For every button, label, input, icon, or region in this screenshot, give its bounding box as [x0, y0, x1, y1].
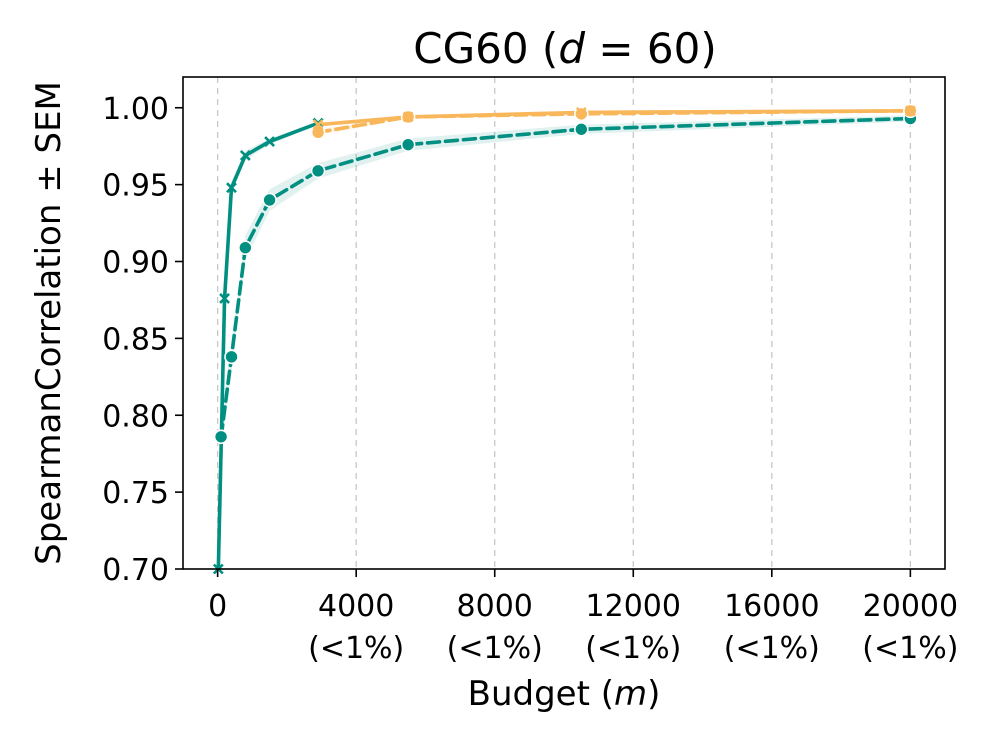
- y-tick-label: 0.85: [102, 322, 169, 357]
- series-3-point: [402, 111, 414, 123]
- series-line-2: [316, 109, 913, 135]
- x-tick-label: 12000: [586, 589, 681, 624]
- series-3-point: [575, 106, 587, 118]
- y-tick-label: 0.90: [102, 246, 169, 281]
- y-tick-label: 1.00: [102, 92, 169, 127]
- x-tick-label: 4000: [318, 589, 394, 624]
- series-0-point: [262, 192, 277, 208]
- plot-frame: [182, 76, 946, 570]
- x-tick-sublabel: (<1%): [724, 631, 820, 666]
- y-axis-label: SpearmanCorrelation ± SEM: [29, 81, 69, 565]
- x-tick-label: 20000: [863, 589, 958, 624]
- x-tick-label: 0: [208, 589, 227, 624]
- series-0-point: [224, 349, 239, 365]
- series-0-point: [238, 240, 253, 255]
- series-1-point: [239, 149, 251, 161]
- x-tick-sublabel: (<1%): [862, 631, 958, 666]
- y-tick-label: 0.95: [102, 169, 169, 204]
- series-3-point: [312, 119, 324, 131]
- series-1-point: [226, 182, 237, 194]
- series-0-point: [310, 163, 326, 179]
- y-tick-label: 0.70: [102, 553, 169, 588]
- x-tick-sublabel: (<1%): [447, 631, 543, 666]
- series-markers: [212, 103, 918, 575]
- series-0-point: [574, 121, 589, 137]
- sem-bands: [218, 109, 911, 570]
- series-1-point: [264, 136, 276, 147]
- series-line-3: [316, 109, 913, 127]
- series-1-point: [219, 292, 230, 304]
- y-tick-label: 0.75: [102, 476, 169, 511]
- x-axis-label: Budget (m): [468, 674, 661, 714]
- x-axis: 0 4000 (<1%) 8000 (<1%) 12000 (<1%) 16000 (<1%) 2…: [208, 569, 958, 666]
- series-0-point: [400, 137, 416, 152]
- series-lines: [216, 109, 913, 571]
- series-0-point: [213, 429, 229, 445]
- sem-band-0: [221, 115, 911, 456]
- chart-title: CG60 (d = 60): [413, 24, 716, 73]
- x-tick-sublabel: (<1%): [308, 631, 404, 666]
- grid-lines: [216, 77, 912, 569]
- y-tick-label: 0.80: [102, 399, 169, 434]
- series-3-point: [904, 105, 916, 117]
- x-tick-label: 16000: [724, 589, 819, 624]
- series-line-1: [216, 121, 320, 571]
- y-axis: 0.70 0.75 0.80 0.85 0.90 0.95 1.00: [102, 92, 183, 588]
- x-tick-sublabel: (<1%): [585, 631, 681, 666]
- x-tick-label: 8000: [457, 589, 533, 624]
- series-line-0: [219, 116, 913, 439]
